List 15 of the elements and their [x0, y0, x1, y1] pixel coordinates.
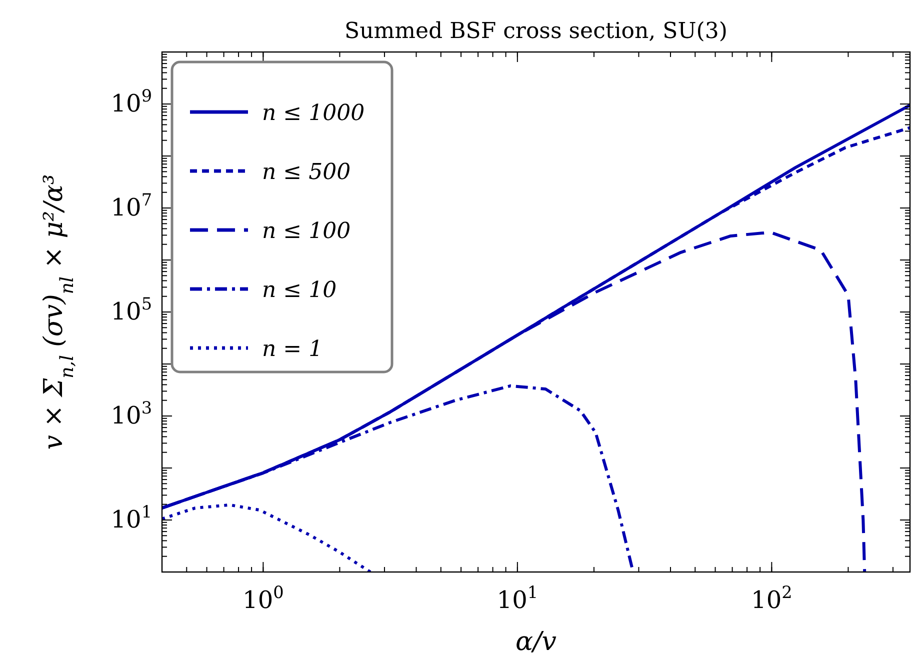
- chart-title: Summed BSF cross section, SU(3): [344, 19, 728, 44]
- x-tick-label: 10$^{2}$: [751, 582, 792, 614]
- y-tick-label: 10$^{7}$: [110, 190, 152, 222]
- x-tick-label: 10$^{1}$: [496, 582, 538, 614]
- y-tick-label: 10$^{1}$: [110, 502, 152, 534]
- legend-label: n ≤ 500: [262, 160, 351, 185]
- legend-label: n ≤ 10: [262, 278, 337, 303]
- x-tick-label: 10$^{0}$: [242, 582, 284, 614]
- y-tick-label: 10$^{9}$: [110, 86, 152, 118]
- legend-label: n ≤ 1000: [262, 101, 365, 126]
- legend-label: n ≤ 100: [262, 219, 351, 244]
- y-tick-label: 10$^{5}$: [110, 294, 152, 326]
- y-tick-label: 10$^{3}$: [110, 398, 152, 430]
- x-axis-title: α/v: [515, 627, 557, 657]
- legend-label: n = 1: [262, 337, 323, 362]
